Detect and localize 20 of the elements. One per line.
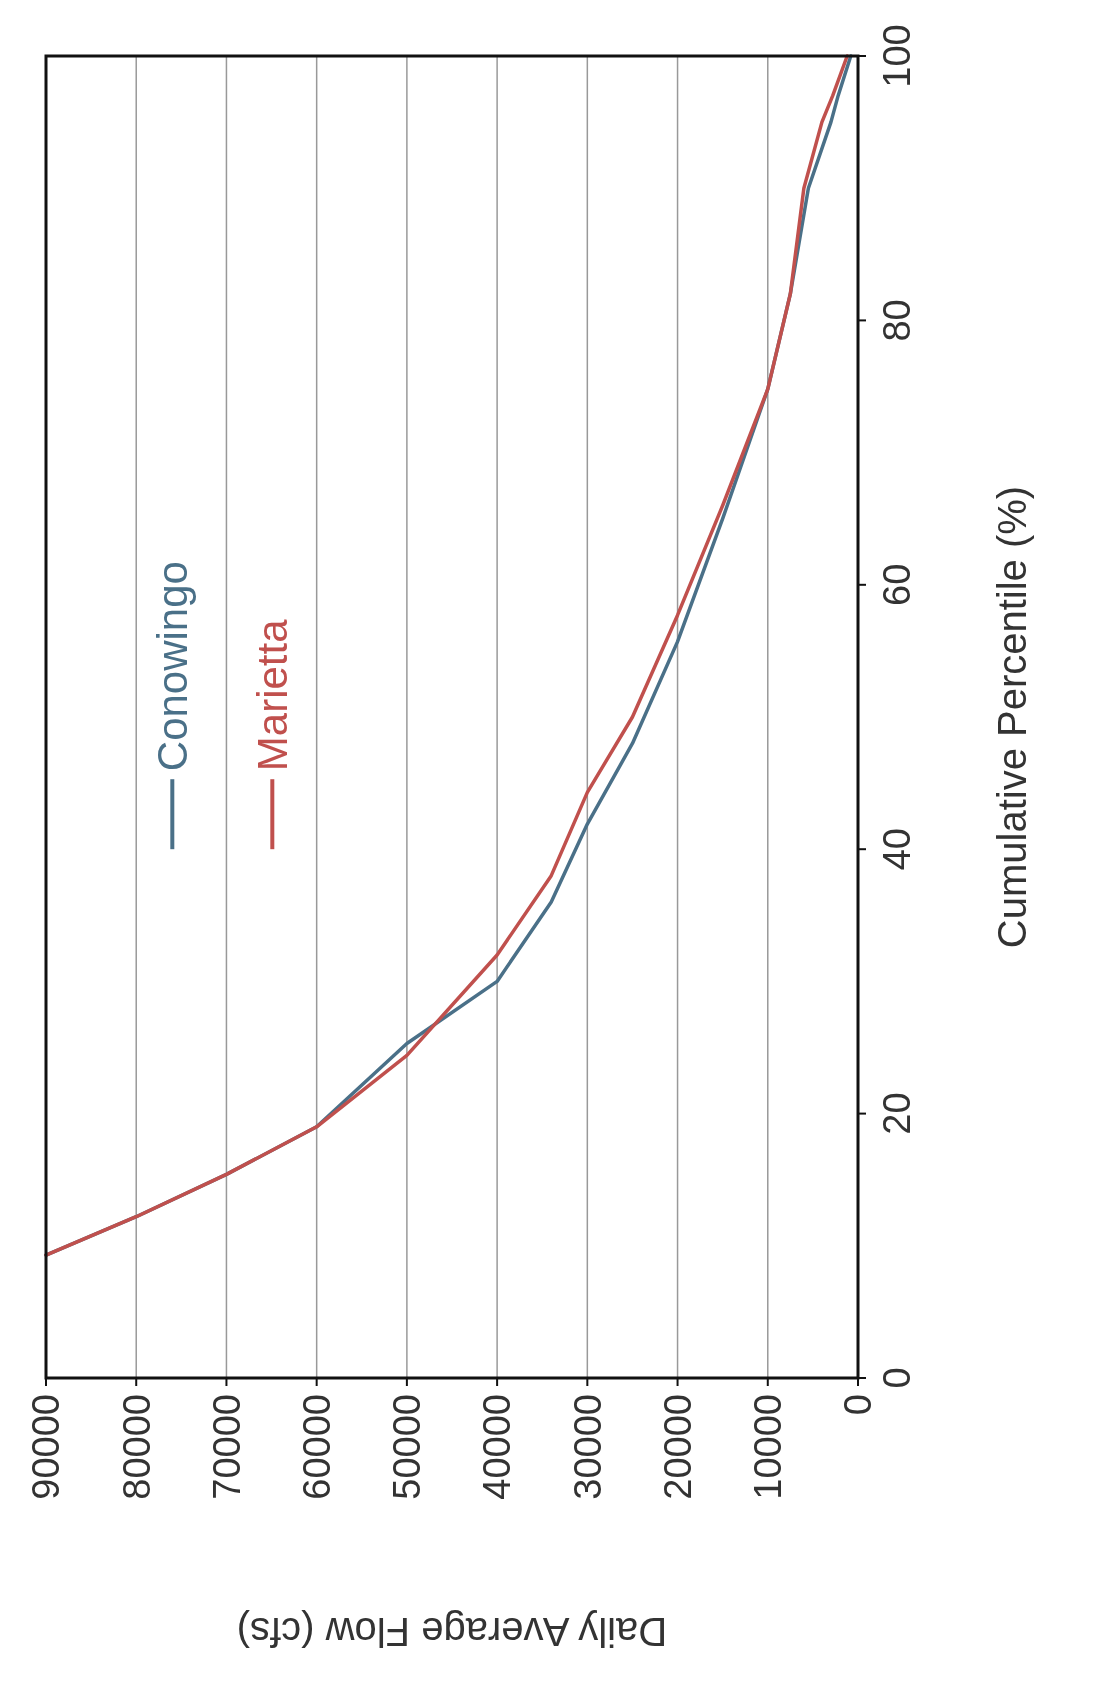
y-tick-label: 40 <box>876 828 918 871</box>
y-tick-label: 60 <box>876 563 918 606</box>
y-axis-title: Cumulative Percentile (%) <box>990 485 1034 949</box>
x-tick-label: 70000 <box>205 1394 248 1500</box>
x-tick-label: 30000 <box>566 1394 609 1500</box>
text: Conowingo <box>149 561 197 772</box>
x-tick-label: 50000 <box>386 1394 429 1500</box>
text: Marietta <box>249 618 297 772</box>
x-tick-label: 80000 <box>115 1394 158 1500</box>
x-tick-label: 20000 <box>656 1394 699 1500</box>
y-tick-label: 0 <box>876 1367 918 1389</box>
y-tick-label: 20 <box>876 1092 918 1135</box>
x-tick-label: 40000 <box>476 1394 519 1500</box>
x-axis-title: Daily Average Flow (cfs) <box>236 1610 668 1654</box>
y-tick-label: 80 <box>876 299 918 342</box>
y-tick-label: 100 <box>876 24 918 88</box>
x-tick-label: 0 <box>837 1394 880 1416</box>
x-tick-label: 60000 <box>295 1394 338 1500</box>
x-tick-label: 90000 <box>25 1394 68 1500</box>
x-tick-label: 10000 <box>747 1394 790 1500</box>
